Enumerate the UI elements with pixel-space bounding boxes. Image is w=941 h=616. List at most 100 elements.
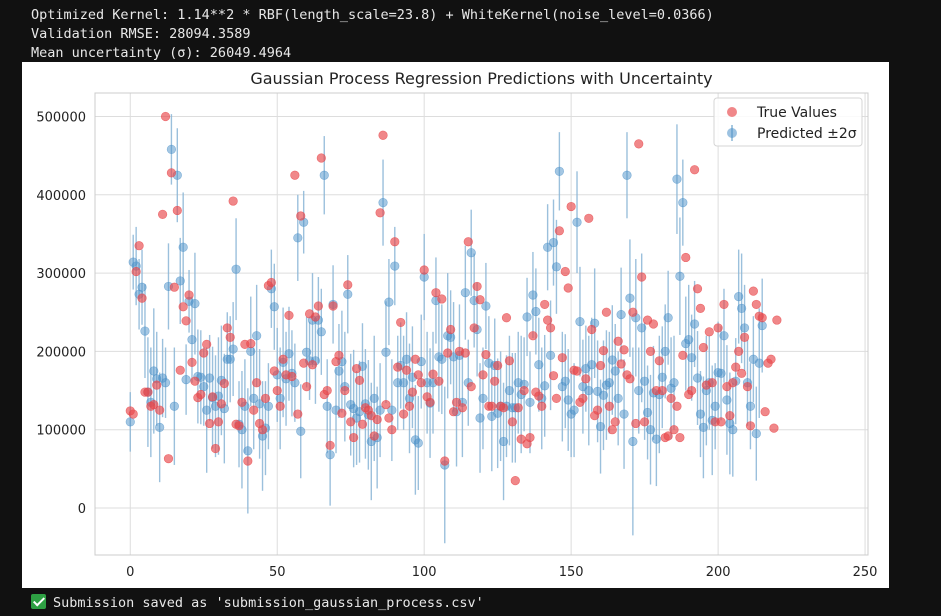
predicted-point xyxy=(504,385,515,396)
true-point xyxy=(581,374,591,384)
true-point xyxy=(169,282,179,292)
true-point xyxy=(369,431,379,441)
true-point xyxy=(731,362,741,372)
true-point xyxy=(219,378,229,389)
true-point xyxy=(287,371,297,382)
true-point xyxy=(672,401,682,411)
true-point xyxy=(131,266,141,277)
true-point xyxy=(566,201,576,212)
predicted-point xyxy=(302,347,312,357)
predicted-point xyxy=(678,198,688,208)
true-point xyxy=(540,299,550,310)
true-point xyxy=(498,403,509,413)
true-point xyxy=(578,393,588,403)
predicted-point xyxy=(205,373,215,383)
predicted-point xyxy=(498,436,509,447)
predicted-point xyxy=(181,374,191,385)
true-point xyxy=(349,432,359,443)
predicted-point xyxy=(551,262,562,272)
true-point xyxy=(748,286,758,296)
predicted-point xyxy=(719,331,729,341)
predicted-point xyxy=(243,446,253,456)
true-point xyxy=(543,315,553,325)
y-tick-label-2: 200000 xyxy=(36,345,86,360)
true-point xyxy=(504,356,515,366)
true-point xyxy=(637,272,647,282)
predicted-point xyxy=(663,313,673,323)
predicted-point xyxy=(460,288,470,298)
true-point xyxy=(322,385,332,396)
true-point xyxy=(278,354,288,364)
legend: True Values Predicted ±2σ xyxy=(713,97,863,147)
predicted-point xyxy=(375,405,385,415)
true-point xyxy=(601,307,612,317)
predicted-point xyxy=(475,413,485,423)
predicted-point xyxy=(595,421,606,432)
true-point xyxy=(440,456,450,466)
predicted-point xyxy=(252,331,262,341)
submission-message: Submission saved as 'submission_gaussian… xyxy=(31,594,484,613)
predicted-point xyxy=(202,405,212,415)
predicted-point xyxy=(660,346,670,357)
true-point xyxy=(604,401,614,411)
predicted-point xyxy=(149,366,159,376)
true-point xyxy=(631,418,641,429)
true-point xyxy=(260,393,271,403)
predicted-point xyxy=(739,323,750,333)
predicted-point xyxy=(293,233,303,243)
predicted-point xyxy=(169,401,179,411)
predicted-point xyxy=(125,417,135,427)
true-point xyxy=(404,401,415,411)
true-point xyxy=(158,209,168,219)
true-point xyxy=(592,405,603,415)
predicted-point xyxy=(531,306,541,317)
true-point xyxy=(419,265,429,275)
true-point xyxy=(290,170,300,180)
predicted-point xyxy=(225,354,235,364)
true-point xyxy=(428,369,438,379)
true-point xyxy=(713,323,723,333)
predicted-point xyxy=(399,378,409,388)
true-point xyxy=(610,417,620,427)
x-tick-label-4: 200 xyxy=(706,565,731,580)
true-point xyxy=(446,324,456,335)
true-point xyxy=(493,360,503,371)
true-point xyxy=(528,331,538,341)
true-point xyxy=(716,417,726,427)
predicted-point xyxy=(642,407,653,418)
x-tick-label-5: 250 xyxy=(853,565,878,580)
predicted-point xyxy=(751,429,761,439)
predicted-point xyxy=(737,303,747,313)
predicted-point xyxy=(669,378,679,388)
predicted-point xyxy=(728,425,738,435)
true-point xyxy=(181,316,191,326)
predicted-point xyxy=(319,170,329,180)
true-point xyxy=(481,349,491,360)
true-point xyxy=(163,454,174,464)
predicted-point xyxy=(716,368,726,378)
true-point xyxy=(425,397,435,407)
predicted-point xyxy=(190,299,200,309)
rmse-output-line: Validation RMSE: 28094.3589 xyxy=(31,26,251,42)
predicted-point xyxy=(545,350,556,360)
predicted-point xyxy=(622,170,632,180)
true-point xyxy=(751,299,761,310)
true-point xyxy=(554,226,564,236)
true-point xyxy=(513,403,523,413)
predicted-point xyxy=(231,264,241,274)
true-point xyxy=(648,319,659,329)
true-point xyxy=(410,354,420,364)
predicted-point xyxy=(675,271,685,281)
true-point xyxy=(469,323,479,333)
true-point xyxy=(698,342,709,353)
x-tick-label-3: 150 xyxy=(559,565,584,580)
x-tick-label-0: 0 xyxy=(126,565,134,580)
true-point xyxy=(443,348,453,358)
true-point xyxy=(152,380,162,390)
predicted-point xyxy=(745,401,756,411)
true-point xyxy=(560,266,570,277)
predicted-point xyxy=(628,436,638,447)
predicted-point xyxy=(616,310,626,320)
true-point xyxy=(210,443,221,454)
true-point xyxy=(766,354,776,364)
